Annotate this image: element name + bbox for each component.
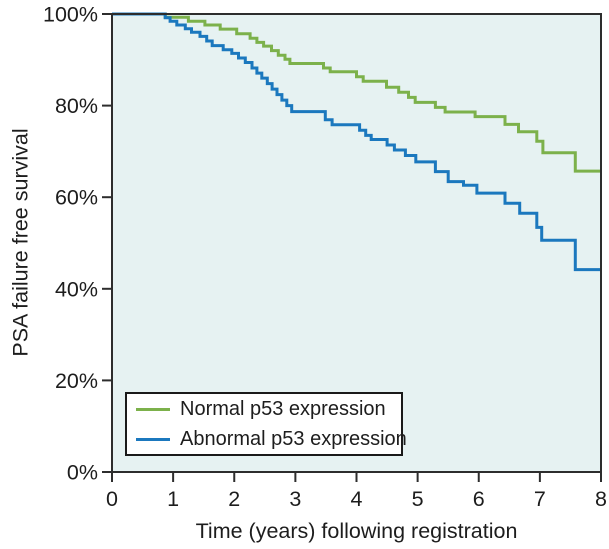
x-axis-tick-label: 8	[595, 487, 607, 511]
x-axis-tick-label: 5	[412, 487, 424, 511]
legend-label-abnormal-p53: Abnormal p53 expression	[180, 427, 407, 450]
y-axis-tick-label: 80%	[55, 94, 98, 118]
y-axis-tick-label: 0%	[67, 461, 98, 485]
legend-item-normal-p53: Normal p53 expression	[136, 398, 401, 420]
y-axis-tick-label: 100%	[43, 3, 98, 27]
y-axis-tick-label: 60%	[55, 186, 98, 210]
x-axis-tick-label: 4	[351, 487, 363, 511]
x-axis-tick-label: 0	[106, 487, 118, 511]
abnormal-p53-curve	[112, 12, 601, 272]
legend-label-normal-p53: Normal p53 expression	[180, 397, 386, 420]
plot-frame	[111, 13, 602, 473]
legend-item-abnormal-p53: Abnormal p53 expression	[136, 428, 407, 450]
x-axis-title: Time (years) following registration	[195, 519, 518, 543]
x-axis-tick-label: 2	[228, 487, 240, 511]
normal-p53-curve	[112, 12, 601, 173]
legend: Normal p53 expression Abnormal p53 expre…	[125, 392, 407, 456]
x-axis-tick-label: 7	[534, 487, 546, 511]
x-axis-tick-label: 1	[167, 487, 179, 511]
y-axis-title: PSA failure free survival	[8, 128, 33, 357]
normal-p53-line-swatch	[136, 407, 170, 411]
x-axis-tick-label: 6	[473, 487, 485, 511]
abnormal-p53-line-swatch	[136, 437, 170, 441]
y-axis-tick-label: 20%	[55, 369, 98, 393]
x-axis-tick-label: 3	[289, 487, 301, 511]
y-axis-tick-label: 40%	[55, 277, 98, 301]
